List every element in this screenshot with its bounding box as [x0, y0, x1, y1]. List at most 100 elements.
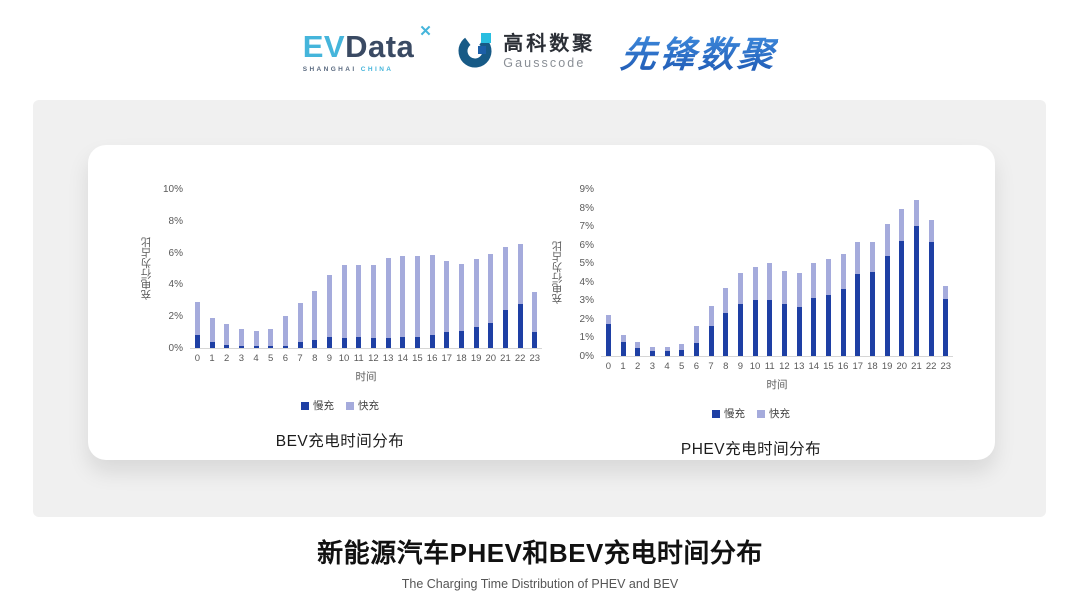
evdata-logo-ev: EV: [302, 29, 346, 64]
bar-hour-5: [263, 328, 278, 348]
slow-charging-segment: [840, 289, 846, 356]
bar-hour-19: [880, 224, 895, 356]
fast-charging-segment: [664, 346, 670, 352]
x-tick-label: 9: [737, 361, 744, 372]
x-tick-label: 16: [426, 353, 438, 364]
y-tick-label: 2%: [168, 311, 183, 323]
slow-charging-segment: [297, 342, 303, 348]
y-tick-label: 0%: [168, 343, 183, 354]
bar-hour-16: [836, 253, 851, 356]
x-tick-label: 17: [852, 361, 864, 372]
y-tick-label: 6%: [579, 239, 594, 251]
fast-charging-segment: [693, 326, 699, 344]
bev-x-axis-label: 时间: [355, 371, 377, 383]
y-tick-label: 0%: [579, 351, 594, 362]
fast-charging-segment: [414, 255, 420, 337]
legend-fast-label: 快充: [358, 400, 379, 412]
fast-charging-segment: [708, 305, 714, 327]
slow-charging-segment: [620, 342, 626, 356]
slow-charging-segment: [268, 346, 274, 348]
y-tick-label: 2%: [579, 313, 594, 325]
bar-hour-6: [278, 316, 293, 348]
slow-charging-segment: [723, 313, 729, 356]
bar-hour-17: [850, 241, 865, 356]
fast-charging-segment: [341, 265, 347, 338]
x-tick-label: 2: [224, 353, 230, 364]
fast-charging-segment: [869, 241, 875, 272]
bev-plot-area: [190, 189, 542, 349]
x-tick-label: 16: [837, 361, 849, 372]
fast-charging-segment: [752, 266, 758, 301]
x-tick-label: 11: [764, 361, 775, 372]
slow-charging-segment: [458, 330, 464, 348]
bar-hour-8: [307, 290, 322, 348]
fast-charging-segment: [385, 258, 391, 339]
x-tick-label: 23: [940, 361, 952, 372]
bar-hour-13: [792, 273, 807, 356]
x-tick-label: 18: [867, 361, 878, 372]
bar-hour-12: [777, 270, 792, 356]
legend-slow-label: 慢充: [724, 408, 745, 420]
fast-charging-segment: [635, 342, 641, 348]
slow-charging-segment: [326, 336, 332, 348]
slow-charging-segment: [649, 351, 655, 356]
slow-charging-segment: [341, 337, 347, 348]
x-tick-label: 7: [708, 361, 714, 372]
legend-slow-label: 慢充: [313, 400, 334, 412]
fast-charging-segment: [811, 263, 817, 299]
x-tick-label: 21: [911, 361, 922, 372]
legend-item-fast: 快充: [757, 406, 790, 421]
gausscode-g-icon: [456, 31, 494, 74]
slow-charging-segment: [899, 240, 905, 356]
y-tick-label: 3%: [579, 295, 594, 307]
slow-charging-segment: [400, 336, 406, 348]
bar-hour-4: [249, 330, 264, 348]
x-tick-label: 6: [693, 361, 700, 372]
slow-charging-segment: [943, 299, 949, 356]
page-title: 新能源汽车PHEV和BEV充电时间分布: [317, 538, 763, 568]
slow-charging-segment: [811, 298, 817, 356]
slow-charging-segment: [517, 304, 523, 348]
bar-hour-18: [454, 263, 469, 348]
slow-charging-segment: [356, 336, 362, 348]
bar-hour-7: [293, 303, 308, 348]
x-tick-label: 11: [353, 353, 364, 364]
bar-hour-16: [425, 255, 440, 348]
evdata-china-label: CHINA: [360, 66, 394, 73]
fast-charging-swatch-icon: [346, 401, 354, 410]
fast-charging-segment: [312, 290, 318, 341]
slow-charging-segment: [414, 336, 420, 348]
fast-charging-segment: [884, 224, 890, 256]
legend-item-slow: 慢充: [301, 398, 334, 413]
slow-charging-segment: [913, 226, 919, 356]
x-tick-label: 15: [412, 353, 423, 364]
slow-charging-segment: [781, 304, 787, 356]
bev-chart: 充电行为占比 0% 2% 4% 6% 8% 10% 0 1 2 3 4 5 6 7 8 9 10 11 12 13 1…: [138, 185, 542, 460]
bar-hour-9: [322, 274, 337, 348]
slow-charging-segment: [429, 334, 435, 348]
x-tick-label: 22: [514, 353, 526, 364]
x-tick-label: 19: [881, 361, 893, 372]
bar-hour-22: [924, 219, 939, 356]
y-tick-label: 5%: [579, 258, 594, 270]
bar-hour-23: [938, 285, 953, 356]
phev-legend: 慢充 快充: [549, 406, 953, 421]
fast-charging-segment: [297, 303, 303, 343]
x-tick-label: 23: [529, 353, 541, 364]
y-tick-label: 9%: [579, 184, 594, 195]
fast-charging-segment: [488, 254, 494, 323]
slow-charging-segment: [928, 241, 934, 356]
x-tick-label: 2: [635, 361, 641, 372]
fast-charging-segment: [723, 288, 729, 314]
phev-x-axis-label: 时间: [766, 379, 788, 391]
bar-hour-0: [190, 301, 205, 348]
slow-charging-segment: [488, 322, 494, 348]
slow-charging-segment: [209, 342, 215, 348]
x-tick-label: 5: [268, 353, 274, 364]
evdata-x-icon: ✕: [419, 23, 433, 40]
x-tick-label: 4: [253, 353, 259, 364]
fast-charging-segment: [899, 209, 905, 241]
bar-hour-13: [381, 258, 396, 348]
bar-hour-20: [483, 254, 498, 348]
legend-item-slow: 慢充: [712, 406, 745, 421]
